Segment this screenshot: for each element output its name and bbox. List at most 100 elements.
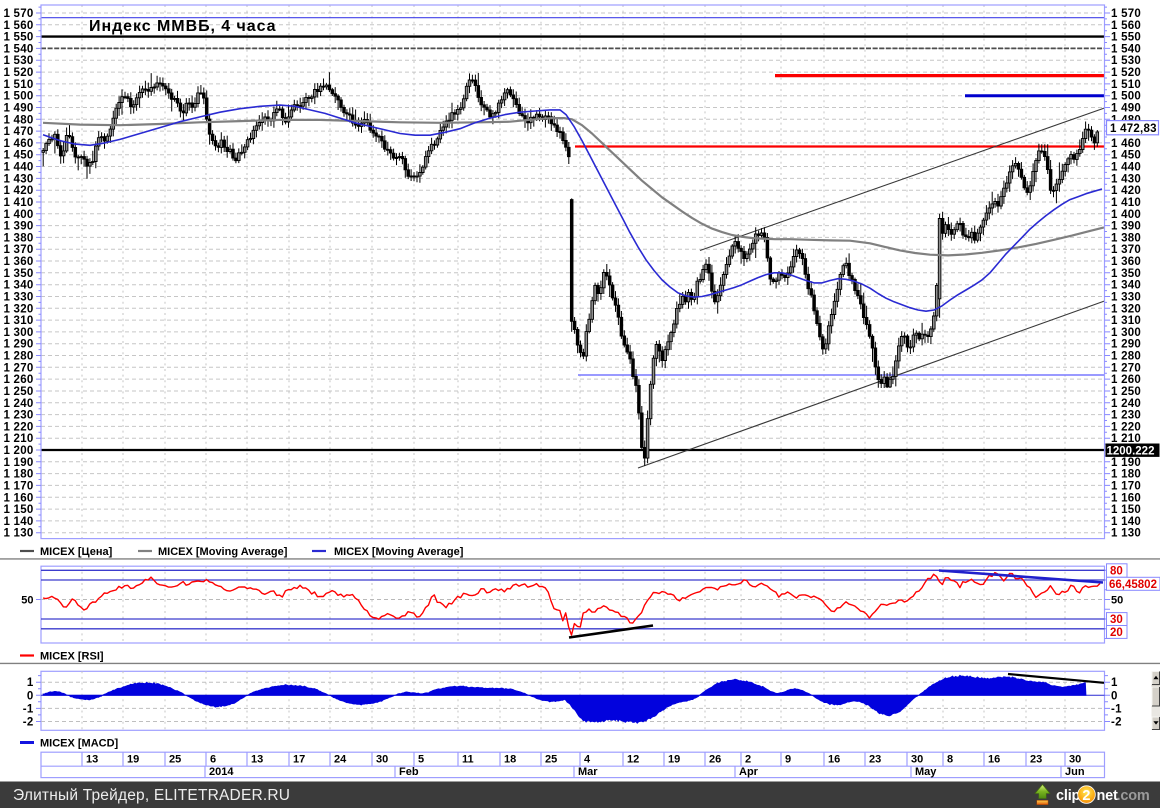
svg-text:1 240: 1 240 <box>1111 398 1141 410</box>
svg-text:1 570: 1 570 <box>3 8 33 20</box>
svg-text:2: 2 <box>1082 788 1090 804</box>
svg-text:1 150: 1 150 <box>1111 504 1141 516</box>
svg-text:1 540: 1 540 <box>3 43 33 55</box>
svg-text:1 560: 1 560 <box>3 20 33 32</box>
svg-text:2014: 2014 <box>209 766 234 778</box>
svg-text:net: net <box>1097 788 1119 804</box>
svg-text:Элитный Трейдер, ELITETRADER.R: Элитный Трейдер, ELITETRADER.RU <box>13 787 290 804</box>
svg-text:20: 20 <box>1110 627 1123 639</box>
svg-text:9: 9 <box>785 754 791 766</box>
svg-text:1 430: 1 430 <box>3 173 33 185</box>
svg-text:17: 17 <box>293 754 305 766</box>
svg-text:MICEX [Moving Average]: MICEX [Moving Average] <box>158 546 288 558</box>
svg-text:Mar: Mar <box>578 766 598 778</box>
svg-text:1 380: 1 380 <box>1111 232 1141 244</box>
svg-text:1 550: 1 550 <box>1111 32 1141 44</box>
svg-text:1 190: 1 190 <box>3 457 33 469</box>
svg-text:1 310: 1 310 <box>3 315 33 327</box>
svg-text:1 280: 1 280 <box>1111 351 1141 363</box>
svg-text:1 280: 1 280 <box>3 351 33 363</box>
svg-text:13: 13 <box>86 754 98 766</box>
svg-text:1 160: 1 160 <box>3 492 33 504</box>
svg-text:Apr: Apr <box>739 766 759 778</box>
svg-text:1 540: 1 540 <box>1111 43 1141 55</box>
svg-text:-2: -2 <box>1111 717 1122 729</box>
svg-text:1 440: 1 440 <box>3 162 33 174</box>
svg-text:-1: -1 <box>1111 703 1122 715</box>
svg-text:1 320: 1 320 <box>3 303 33 315</box>
svg-text:1 240: 1 240 <box>3 398 33 410</box>
svg-text:66,45802: 66,45802 <box>1109 579 1157 591</box>
svg-text:1 450: 1 450 <box>1111 150 1141 162</box>
svg-text:30: 30 <box>911 754 923 766</box>
svg-text:1 180: 1 180 <box>3 469 33 481</box>
svg-text:1 400: 1 400 <box>1111 209 1141 221</box>
svg-text:1 530: 1 530 <box>1111 55 1141 67</box>
svg-text:1 370: 1 370 <box>3 244 33 256</box>
svg-text:1 500: 1 500 <box>3 91 33 103</box>
svg-text:1 520: 1 520 <box>3 67 33 79</box>
svg-text:8: 8 <box>947 754 953 766</box>
svg-text:1 410: 1 410 <box>3 197 33 209</box>
svg-text:11: 11 <box>462 754 474 766</box>
svg-text:1 450: 1 450 <box>3 150 33 162</box>
svg-text:1 472,83: 1 472,83 <box>1110 123 1157 135</box>
svg-text:13: 13 <box>251 754 263 766</box>
svg-text:1 550: 1 550 <box>3 32 33 44</box>
svg-text:1 480: 1 480 <box>3 114 33 126</box>
svg-text:1 330: 1 330 <box>3 292 33 304</box>
svg-text:1 160: 1 160 <box>1111 492 1141 504</box>
svg-text:1 340: 1 340 <box>3 280 33 292</box>
svg-text:1 490: 1 490 <box>1111 103 1141 115</box>
svg-text:1: 1 <box>27 677 34 689</box>
svg-text:1 500: 1 500 <box>1111 91 1141 103</box>
svg-text:19: 19 <box>668 754 680 766</box>
svg-text:-2: -2 <box>23 717 34 729</box>
svg-text:1 470: 1 470 <box>3 126 33 138</box>
svg-text:1 380: 1 380 <box>3 232 33 244</box>
svg-text:1 410: 1 410 <box>1111 197 1141 209</box>
svg-text:30: 30 <box>1110 614 1123 626</box>
svg-text:Jun: Jun <box>1065 766 1085 778</box>
svg-text:1 140: 1 140 <box>3 516 33 528</box>
svg-text:1 300: 1 300 <box>1111 327 1141 339</box>
svg-text:1 270: 1 270 <box>1111 362 1141 374</box>
svg-text:1 570: 1 570 <box>1111 8 1141 20</box>
svg-text:1 150: 1 150 <box>3 504 33 516</box>
svg-text:6: 6 <box>210 754 216 766</box>
svg-text:1200.222: 1200.222 <box>1107 446 1155 458</box>
svg-text:1 140: 1 140 <box>1111 516 1141 528</box>
svg-text:25: 25 <box>545 754 557 766</box>
svg-text:1 350: 1 350 <box>1111 268 1141 280</box>
svg-text:16: 16 <box>988 754 1000 766</box>
svg-text:26: 26 <box>709 754 721 766</box>
svg-text:1 350: 1 350 <box>3 268 33 280</box>
svg-text:1 130: 1 130 <box>3 528 33 540</box>
svg-text:1 230: 1 230 <box>3 410 33 422</box>
svg-text:4: 4 <box>584 754 591 766</box>
svg-text:Feb: Feb <box>399 766 419 778</box>
svg-text:MICEX [Цена]: MICEX [Цена] <box>40 546 113 558</box>
svg-text:MICEX [MACD]: MICEX [MACD] <box>40 738 119 750</box>
svg-text:1 260: 1 260 <box>3 374 33 386</box>
svg-text:1 190: 1 190 <box>1111 457 1141 469</box>
svg-text:1 340: 1 340 <box>1111 280 1141 292</box>
svg-text:1 310: 1 310 <box>1111 315 1141 327</box>
svg-text:-1: -1 <box>23 703 34 715</box>
svg-text:1 170: 1 170 <box>1111 480 1141 492</box>
svg-text:1 230: 1 230 <box>1111 410 1141 422</box>
svg-text:.com: .com <box>1117 788 1150 804</box>
svg-text:MICEX [RSI]: MICEX [RSI] <box>40 651 104 663</box>
svg-text:1 560: 1 560 <box>1111 20 1141 32</box>
svg-text:1 220: 1 220 <box>3 421 33 433</box>
svg-text:1 250: 1 250 <box>3 386 33 398</box>
svg-text:1 210: 1 210 <box>3 433 33 445</box>
svg-text:16: 16 <box>828 754 840 766</box>
svg-text:1 170: 1 170 <box>3 480 33 492</box>
svg-text:1 390: 1 390 <box>1111 221 1141 233</box>
svg-text:1 300: 1 300 <box>3 327 33 339</box>
svg-text:1 420: 1 420 <box>1111 185 1141 197</box>
svg-text:12: 12 <box>627 754 639 766</box>
svg-text:1 360: 1 360 <box>3 256 33 268</box>
svg-text:1 400: 1 400 <box>3 209 33 221</box>
